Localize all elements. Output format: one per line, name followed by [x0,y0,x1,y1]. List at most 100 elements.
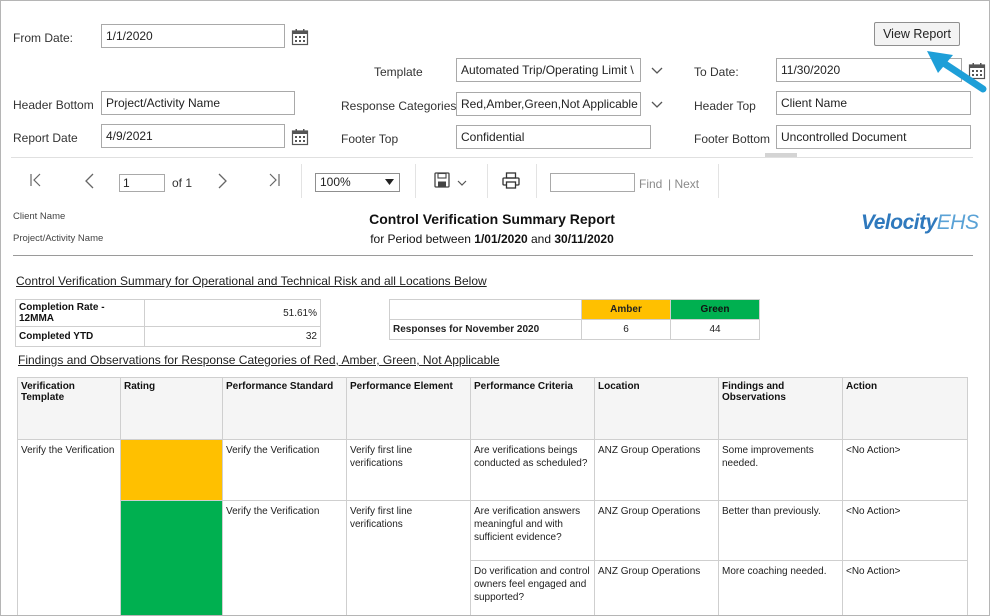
period-end: 30/11/2020 [554,232,614,246]
template-cell: Verify the Verification [17,439,121,615]
template-label: Template [374,65,423,79]
chevron-down-icon [385,179,394,185]
pointer-arrow-icon [927,51,987,93]
page-count-label: of 1 [172,176,193,190]
subtitle-prefix: for Period between [370,232,475,246]
find-input[interactable] [550,173,635,192]
findings-cell: Some improvements needed. [718,439,843,501]
last-page-icon[interactable] [267,173,281,187]
report-title: Control Verification Summary Report [369,211,615,227]
subtitle-and: and [527,232,555,246]
response-categories-select[interactable]: Red,Amber,Green,Not Applicable [456,92,641,116]
report-subtitle: for Period between 1/01/2020 and 30/11/2… [11,232,973,246]
kpi-value: 32 [144,326,321,347]
header-client-name: Client Name [13,211,66,222]
table-row: Verify the Verification Verify first lin… [18,500,968,615]
element-cell: Verify first line verifications [346,500,471,615]
zoom-select[interactable]: 100% [315,173,400,192]
header-project-name: Project/Activity Name [13,233,104,244]
find-link[interactable]: Find [639,177,663,191]
chevron-down-icon[interactable] [651,67,663,75]
action-cell: <No Action> [842,439,968,501]
chevron-down-icon[interactable] [651,101,663,109]
header-top-label: Header Top [694,99,756,113]
column-header: Performance Standard [222,377,347,440]
calendar-icon[interactable] [968,62,986,80]
template-select[interactable]: Automated Trip/Operating Limit \ [456,58,641,82]
table-header-row: Verification Template Rating Performance… [17,377,968,440]
toolbar-divider [301,164,302,198]
footer-bottom-label: Footer Bottom [694,132,771,146]
next-page-icon[interactable] [217,173,229,189]
print-icon[interactable] [502,172,520,189]
action-cell: <No Action> [842,500,968,561]
logo-ehs: EHS [936,211,979,234]
table-row: Verify the Verification Verify the Verif… [17,439,968,615]
kpi-label: Completed YTD [15,326,145,347]
table-row: Amber Green [389,299,760,320]
header-top-input[interactable]: Client Name [776,91,971,115]
header-bottom-input[interactable]: Project/Activity Name [101,91,295,115]
column-header: Rating [120,377,223,440]
toolbar-divider [718,164,719,198]
location-cell: ANZ Group Operations [594,560,719,615]
previous-page-icon[interactable] [83,173,95,189]
collapse-parameters-handle[interactable] [765,153,797,159]
empty-cell [389,299,582,320]
table-row: Responses for November 2020 6 44 [389,319,760,340]
responses-label: Responses for November 2020 [389,319,582,340]
findings-cell: More coaching needed. [718,560,843,615]
toolbar-divider [536,164,537,198]
green-header: Green [670,299,760,320]
criteria-cell: Are verifications beings conducted as sc… [470,439,595,501]
zoom-value: 100% [320,175,351,189]
findings-heading: Findings and Observations for Response C… [18,353,500,367]
standard-cell: Verify the Verification [222,439,347,501]
from-date-label: From Date: [13,31,74,45]
element-cell: Verify first line verifications [346,439,471,501]
calendar-icon[interactable] [291,28,309,46]
from-date-input[interactable]: 1/1/2020 [101,24,285,48]
to-date-input[interactable]: 11/30/2020 [776,58,962,82]
toolbar-divider [487,164,488,198]
report-date-input[interactable]: 4/9/2021 [101,124,285,148]
view-report-button[interactable]: View Report [874,22,960,46]
column-header: Action [842,377,968,440]
save-icon[interactable] [434,172,450,188]
response-categories-label: Response Categories [341,99,457,113]
column-header: Verification Template [17,377,121,440]
findings-cell: Better than previously. [718,500,843,561]
summary-heading: Control Verification Summary for Operati… [16,274,487,288]
report-date-label: Report Date [13,131,78,145]
column-header: Performance Element [346,377,471,440]
header-divider [13,255,973,256]
calendar-icon[interactable] [291,128,309,146]
standard-cell: Verify the Verification [222,500,347,615]
first-page-icon[interactable] [29,173,43,187]
find-next-link[interactable]: | Next [668,177,700,191]
location-cell: ANZ Group Operations [594,500,719,561]
table-row: Completion Rate - 12MMA 51.61% [15,299,321,327]
period-start: 1/01/2020 [474,232,528,246]
column-header: Findings and Observations [718,377,843,440]
kpi-label: Completion Rate - 12MMA [15,299,145,327]
logo-velocity: Velocity [861,211,937,234]
header-bottom-label: Header Bottom [13,98,94,112]
column-header: Location [594,377,719,440]
table-row: Completed YTD 32 [15,326,321,347]
criteria-cell: Are verification answers meaningful and … [470,500,595,561]
page-number-input[interactable]: 1 [119,174,165,192]
to-date-label: To Date: [694,65,739,79]
footer-top-input[interactable]: Confidential [456,125,651,149]
chevron-down-icon[interactable] [457,180,467,186]
green-count: 44 [670,319,760,340]
report-toolbar: 1 of 1 100% Find | Next [11,157,973,203]
action-cell: <No Action> [842,560,968,615]
location-cell: ANZ Group Operations [594,439,719,501]
amber-count: 6 [581,319,671,340]
findings-table: Verification Template Rating Performance… [17,377,968,615]
footer-bottom-input[interactable]: Uncontrolled Document [776,125,971,149]
rating-cell-green [120,500,223,615]
responses-table: Amber Green Responses for November 2020 … [389,299,760,340]
